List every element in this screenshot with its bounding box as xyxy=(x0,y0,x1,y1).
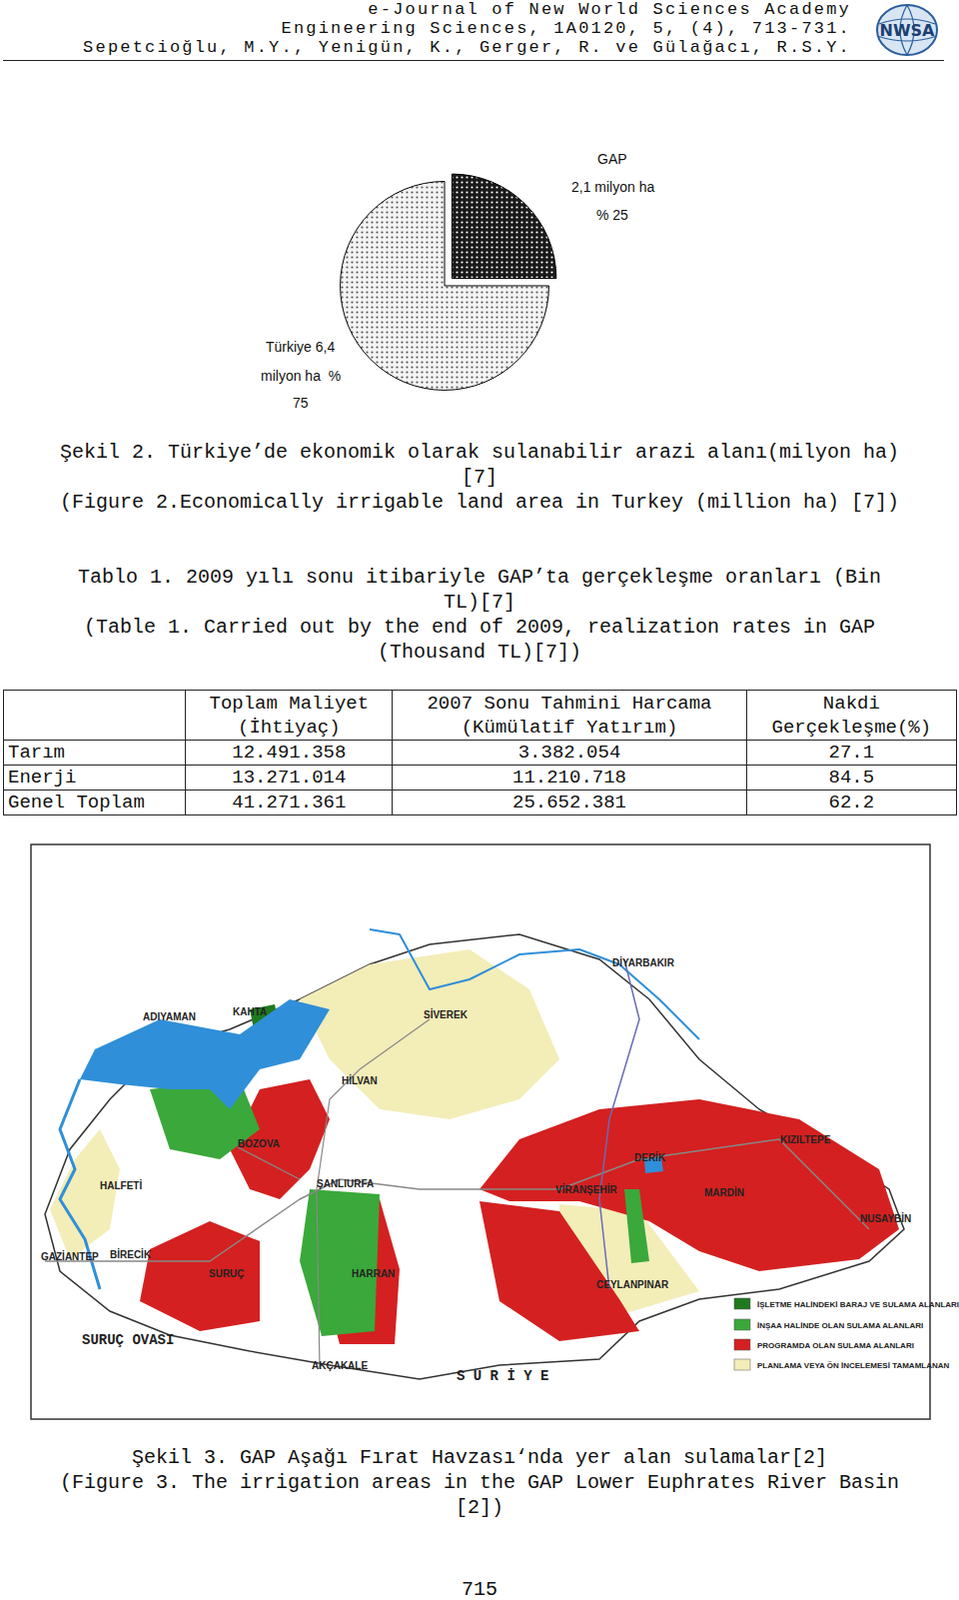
svg-text:2,1 milyon ha: 2,1 milyon ha xyxy=(571,178,655,195)
html-text:84.5: 84.5 xyxy=(828,766,875,789)
html-text:Enerji: Enerji xyxy=(7,766,77,789)
html-text:Şekil 2. Türkiye’de ekonomik o: Şekil 2. Türkiye’de ekonomik olarak sula… xyxy=(59,440,900,464)
html-text:Gerçekleşme(%): Gerçekleşme(%) xyxy=(771,715,932,738)
svg-text:GAZİANTEP: GAZİANTEP xyxy=(40,1249,99,1262)
html-text:11.210.718: 11.210.718 xyxy=(512,766,627,789)
html-text:Tablo 1. 2009 yılı sonu itibar: Tablo 1. 2009 yılı sonu itibariyle GAP’t… xyxy=(77,565,882,589)
html-text:12.491.358: 12.491.358 xyxy=(232,741,346,764)
html-text:3.382.054: 3.382.054 xyxy=(518,741,621,764)
svg-text:Türkiye 6,4: Türkiye 6,4 xyxy=(265,338,335,355)
svg-text:S U R İ Y E: S U R İ Y E xyxy=(456,1367,549,1384)
svg-text:İŞLETME HALİNDEKİ BARAJ VE SUL: İŞLETME HALİNDEKİ BARAJ VE SULAMA ALANLA… xyxy=(757,1299,959,1309)
svg-text:KIZILTEPE: KIZILTEPE xyxy=(780,1133,832,1145)
svg-text:SURUÇ OVASI: SURUÇ OVASI xyxy=(81,1331,174,1348)
svg-text:SİVEREK: SİVEREK xyxy=(423,1007,469,1020)
html-text:Tarım: Tarım xyxy=(7,741,65,764)
html-text:Toplam Maliyet: Toplam Maliyet xyxy=(209,691,369,714)
html-text:(Kümülatif Yatırım): (Kümülatif Yatırım) xyxy=(461,715,678,738)
svg-text:VİRANŞEHİR: VİRANŞEHİR xyxy=(555,1182,618,1195)
svg-text:BOZOVA: BOZOVA xyxy=(237,1137,280,1149)
svg-text:NUSAYBİN: NUSAYBİN xyxy=(860,1211,912,1224)
svg-text:BİRECİK: BİRECİK xyxy=(109,1247,152,1260)
html-text:(İhtiyaç): (İhtiyaç) xyxy=(237,715,341,738)
html-text:Sepetcioğlu, M.Y., Yenigün, K.: Sepetcioğlu, M.Y., Yenigün, K., Gerger, … xyxy=(83,37,852,57)
html-text:TL)[7]: TL)[7] xyxy=(443,590,516,614)
svg-text:ŞANLIURFA: ŞANLIURFA xyxy=(316,1177,374,1189)
html-text:Nakdi: Nakdi xyxy=(822,691,880,714)
html-text:27.1: 27.1 xyxy=(828,741,875,764)
html-text:e-Journal of New World Science: e-Journal of New World Sciences Academy xyxy=(367,0,852,19)
svg-text:İNŞAA HALİNDE OLAN SULAMA ALAN: İNŞAA HALİNDE OLAN SULAMA ALANLARI xyxy=(757,1320,924,1330)
svg-text:NWSA: NWSA xyxy=(880,20,937,40)
svg-text:% 25: % 25 xyxy=(596,206,629,223)
svg-text:CEYLANPINAR: CEYLANPINAR xyxy=(596,1278,670,1290)
svg-text:ADIYAMAN: ADIYAMAN xyxy=(142,1010,196,1022)
svg-text:75: 75 xyxy=(292,394,309,411)
html-text:13.271.014: 13.271.014 xyxy=(232,766,346,789)
svg-text:HALFETİ: HALFETİ xyxy=(99,1178,142,1191)
html-text:(Thousand TL)[7]): (Thousand TL)[7]) xyxy=(377,640,582,664)
html-text:2007 Sonu Tahmini Harcama: 2007 Sonu Tahmini Harcama xyxy=(427,691,712,714)
html-text:41.271.361: 41.271.361 xyxy=(232,791,346,814)
svg-text:GAP: GAP xyxy=(597,150,628,167)
html-text:Genel Toplam: Genel Toplam xyxy=(7,791,145,814)
svg-text:DERİK: DERİK xyxy=(634,1150,667,1163)
html-text:[7]: [7] xyxy=(461,465,498,489)
svg-text:HİLVAN: HİLVAN xyxy=(341,1073,378,1086)
html-text:(Figure 2.Economically irrigab: (Figure 2.Economically irrigable land ar… xyxy=(59,490,900,514)
svg-text:MARDİN: MARDİN xyxy=(704,1185,745,1198)
svg-text:PLANLAMA VEYA ÖN İNCELEMESİ TA: PLANLAMA VEYA ÖN İNCELEMESİ TAMAMLANAN xyxy=(757,1360,951,1370)
html-text:(Figure 3. The irrigation area: (Figure 3. The irrigation areas in the G… xyxy=(59,1470,900,1494)
html-text:Şekil 3. GAP Aşağı Fırat Havza: Şekil 3. GAP Aşağı Fırat Havzası‘nda yer… xyxy=(131,1445,828,1469)
svg-text:milyon ha %: milyon ha % xyxy=(260,367,341,384)
svg-text:SURUÇ: SURUÇ xyxy=(208,1267,245,1279)
html-text:[2]): [2]) xyxy=(455,1495,504,1519)
svg-text:PROGRAMDA OLAN SULAMA ALANLARI: PROGRAMDA OLAN SULAMA ALANLARI xyxy=(757,1340,915,1350)
html-text:Engineering Sciences, 1A0120,: Engineering Sciences, 1A0120, 5, (4), 71… xyxy=(281,18,852,38)
svg-text:KAHTA: KAHTA xyxy=(232,1005,267,1017)
html-text:715: 715 xyxy=(461,1577,498,1600)
html-text:25.652.381: 25.652.381 xyxy=(512,791,627,814)
svg-text:DİYARBAKIR: DİYARBAKIR xyxy=(612,956,676,968)
svg-text:AKÇAKALE: AKÇAKALE xyxy=(311,1359,368,1371)
html-text:(Table 1. Carried out by the e: (Table 1. Carried out by the end of 2009… xyxy=(83,615,876,639)
svg-text:HARRAN: HARRAN xyxy=(351,1267,395,1279)
html-text:62.2: 62.2 xyxy=(828,791,875,814)
